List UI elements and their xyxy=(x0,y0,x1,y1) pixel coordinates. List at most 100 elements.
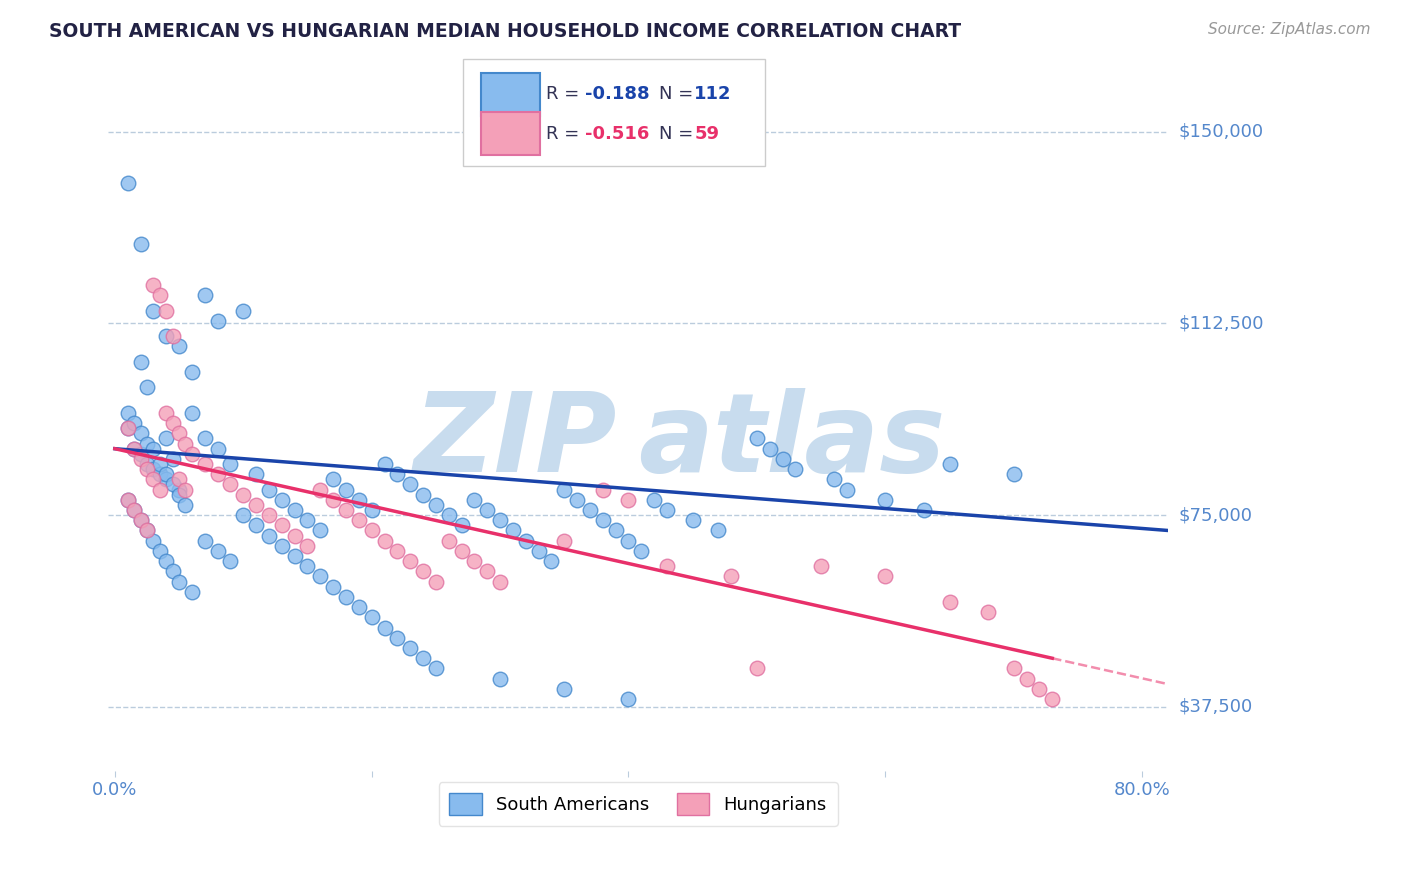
Point xyxy=(875,569,897,583)
Point xyxy=(772,451,794,466)
Point xyxy=(553,483,575,497)
Point xyxy=(387,544,409,558)
Point xyxy=(1040,692,1063,706)
Point xyxy=(399,477,422,491)
Point xyxy=(373,533,395,548)
Point xyxy=(207,314,229,328)
Point xyxy=(257,483,280,497)
Point xyxy=(823,472,845,486)
Point xyxy=(162,451,184,466)
Point xyxy=(155,472,177,486)
Point xyxy=(347,513,370,527)
Point xyxy=(162,416,184,430)
Point xyxy=(167,483,190,497)
Point xyxy=(463,554,485,568)
Text: 112: 112 xyxy=(695,86,731,103)
Text: $150,000: $150,000 xyxy=(1180,123,1264,141)
Point xyxy=(270,492,292,507)
Point xyxy=(122,442,145,456)
Point xyxy=(605,524,627,538)
Point xyxy=(399,554,422,568)
Point xyxy=(489,574,512,589)
Text: N =: N = xyxy=(659,125,699,143)
Point xyxy=(129,237,152,252)
Point xyxy=(643,492,665,507)
Text: 59: 59 xyxy=(695,125,720,143)
Point xyxy=(1015,672,1038,686)
Point xyxy=(194,457,217,471)
Point xyxy=(360,610,382,624)
Point xyxy=(592,513,614,527)
Point xyxy=(553,533,575,548)
Point xyxy=(297,559,319,574)
Point xyxy=(553,681,575,696)
Point xyxy=(1002,467,1025,482)
Point xyxy=(245,467,267,482)
Point xyxy=(232,508,254,523)
Point xyxy=(207,544,229,558)
Point xyxy=(309,483,332,497)
Point xyxy=(142,533,165,548)
Point xyxy=(122,416,145,430)
Point xyxy=(136,436,159,450)
Point xyxy=(284,528,307,542)
Point xyxy=(142,278,165,293)
Point xyxy=(297,513,319,527)
Point xyxy=(373,457,395,471)
Point xyxy=(810,559,832,574)
Point xyxy=(284,549,307,563)
Point xyxy=(162,477,184,491)
Point xyxy=(149,457,172,471)
Point xyxy=(162,329,184,343)
Point xyxy=(875,492,897,507)
Point xyxy=(360,503,382,517)
Point xyxy=(835,483,858,497)
Point xyxy=(117,492,139,507)
Point xyxy=(207,467,229,482)
Point xyxy=(219,477,242,491)
Text: R =: R = xyxy=(546,125,585,143)
Point xyxy=(117,421,139,435)
Point xyxy=(425,498,447,512)
Point xyxy=(122,442,145,456)
Point xyxy=(174,498,197,512)
Point xyxy=(322,580,344,594)
Point xyxy=(117,421,139,435)
Point xyxy=(142,462,165,476)
Point xyxy=(527,544,550,558)
Point xyxy=(720,569,742,583)
Point xyxy=(149,288,172,302)
Point xyxy=(136,524,159,538)
Point xyxy=(219,554,242,568)
Point xyxy=(425,574,447,589)
FancyBboxPatch shape xyxy=(481,112,540,155)
Point xyxy=(167,574,190,589)
Point xyxy=(617,492,640,507)
Point xyxy=(1002,661,1025,675)
Point xyxy=(450,544,472,558)
Point xyxy=(745,661,768,675)
FancyBboxPatch shape xyxy=(464,59,765,166)
Text: atlas: atlas xyxy=(638,388,945,495)
Point xyxy=(136,462,159,476)
Point xyxy=(335,590,357,604)
Text: Source: ZipAtlas.com: Source: ZipAtlas.com xyxy=(1208,22,1371,37)
Point xyxy=(167,339,190,353)
Point xyxy=(167,488,190,502)
Point xyxy=(180,406,202,420)
Point xyxy=(136,380,159,394)
Point xyxy=(180,365,202,379)
Point xyxy=(617,692,640,706)
Point xyxy=(194,533,217,548)
Point xyxy=(387,631,409,645)
Text: N =: N = xyxy=(659,86,699,103)
Point xyxy=(655,503,678,517)
Point xyxy=(437,533,460,548)
Point xyxy=(136,457,159,471)
Point xyxy=(785,462,807,476)
Point xyxy=(155,554,177,568)
Point xyxy=(180,584,202,599)
Point xyxy=(682,513,704,527)
Point xyxy=(129,513,152,527)
Point xyxy=(117,492,139,507)
